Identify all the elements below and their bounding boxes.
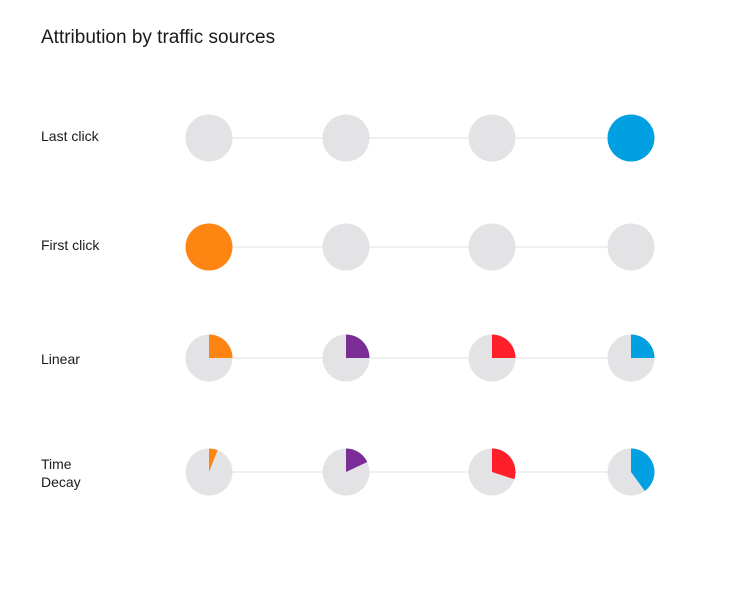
touchpoint-node-time-decay-2 — [322, 448, 370, 496]
touchpoint-base — [468, 114, 516, 162]
touchpoint-node-last-click-3 — [468, 114, 516, 162]
touchpoint-base — [468, 223, 516, 271]
touchpoint-node-linear-2 — [322, 334, 370, 382]
credit-wedge — [346, 334, 370, 358]
model-label-last-click: Last click — [41, 128, 99, 144]
touchpoint-node-linear-1 — [185, 334, 233, 382]
credit-wedge — [631, 448, 655, 492]
model-label-first-click: First click — [41, 237, 100, 253]
touchpoint-node-linear-4 — [607, 334, 655, 382]
credit-wedge — [209, 448, 218, 472]
model-label-time-decay: Time Decay — [41, 456, 81, 490]
touchpoint-node-time-decay-4 — [607, 448, 655, 496]
touchpoint-base — [607, 223, 655, 271]
credit-wedge — [346, 448, 368, 472]
credit-wedge — [492, 334, 516, 358]
credit-wedge — [209, 334, 233, 358]
touchpoint-base — [185, 114, 233, 162]
credit-wedge — [185, 223, 233, 271]
touchpoint-node-last-click-4 — [607, 114, 655, 162]
touchpoint-base — [322, 114, 370, 162]
touchpoint-node-last-click-1 — [185, 114, 233, 162]
touchpoint-node-linear-3 — [468, 334, 516, 382]
page-title: Attribution by traffic sources — [41, 27, 276, 48]
credit-wedge — [607, 114, 655, 162]
touchpoint-node-first-click-1 — [185, 223, 233, 271]
touchpoint-node-last-click-2 — [322, 114, 370, 162]
touchpoint-node-first-click-3 — [468, 223, 516, 271]
touchpoint-base — [322, 223, 370, 271]
touchpoint-node-time-decay-3 — [468, 448, 516, 496]
credit-wedge — [492, 448, 516, 480]
touchpoint-node-time-decay-1 — [185, 448, 233, 496]
model-label-linear: Linear — [41, 351, 80, 367]
credit-wedge — [631, 334, 655, 358]
touchpoint-node-first-click-2 — [322, 223, 370, 271]
touchpoint-node-first-click-4 — [607, 223, 655, 271]
